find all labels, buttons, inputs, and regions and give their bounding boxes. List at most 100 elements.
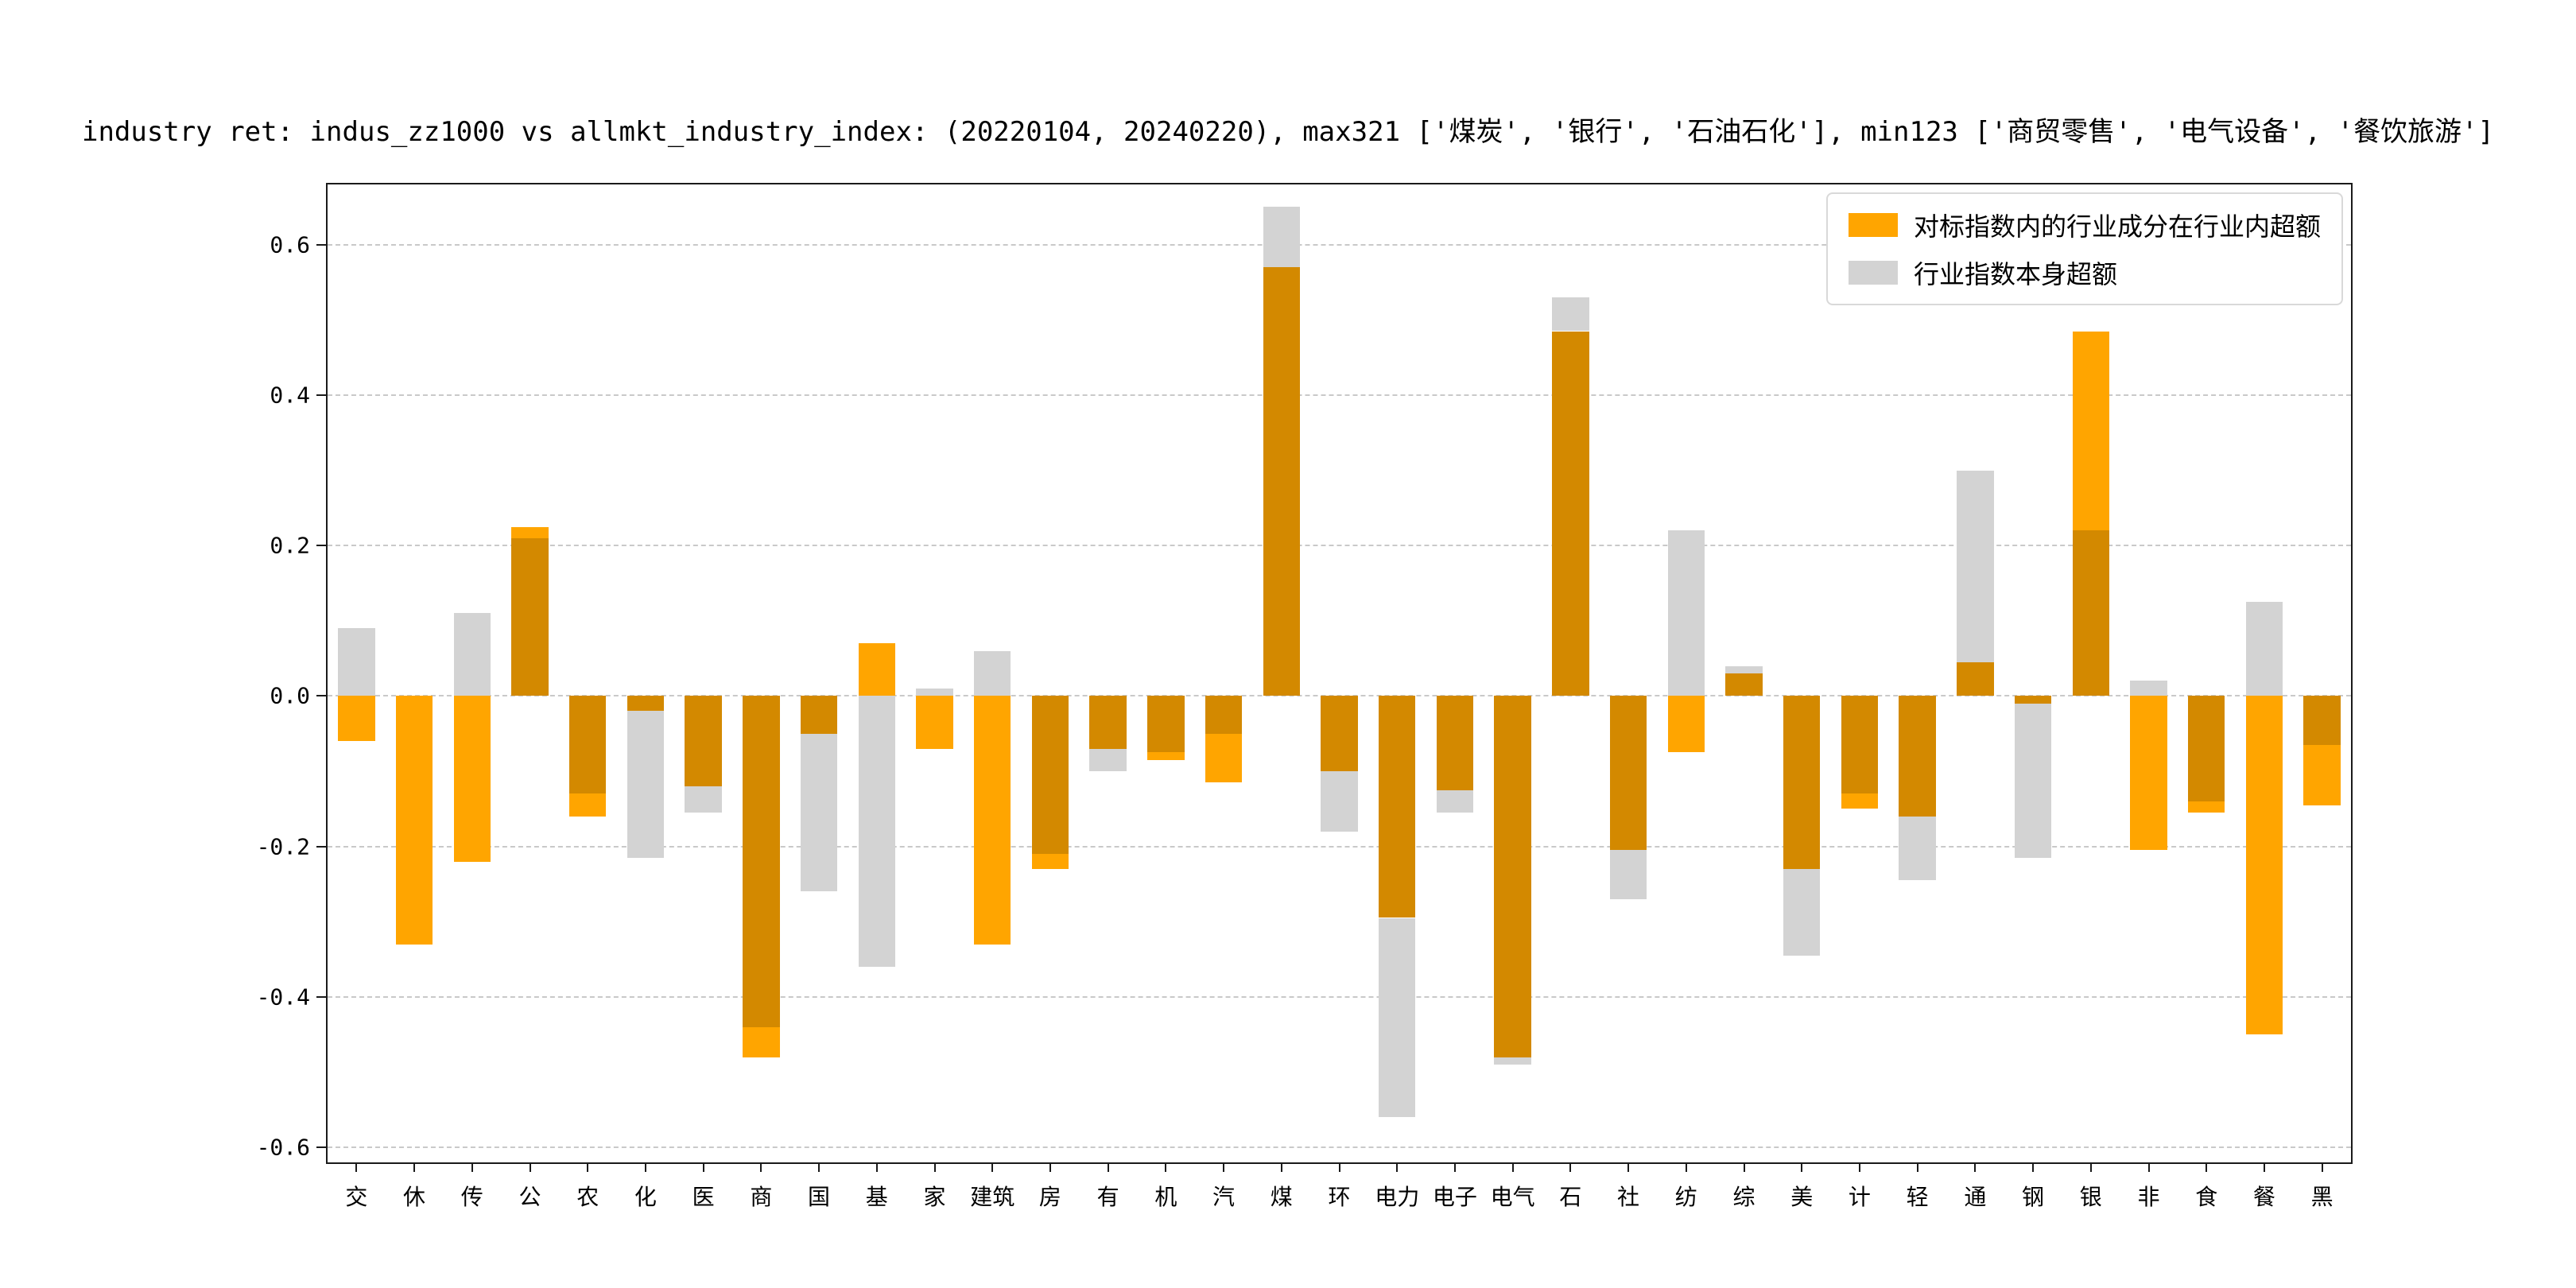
x-tick-label: 非: [2137, 1184, 2160, 1210]
legend-label-components-excess: 对标指数内的行业成分在行业内超额: [1913, 211, 2321, 242]
bar-orange: [2303, 744, 2341, 805]
x-tick-label: 电力: [1375, 1184, 1420, 1210]
gridline: [328, 545, 2351, 547]
x-tick-label: 基: [865, 1184, 888, 1210]
bar-overlap: [1378, 696, 1416, 918]
bar-overlap: [1147, 696, 1185, 753]
bar-orange: [2072, 331, 2110, 531]
x-tick-label: 通: [1964, 1184, 1987, 1210]
bar-gray: [1321, 771, 1358, 832]
y-tick-label: 0.4: [270, 382, 310, 409]
x-tick-label: 商: [750, 1184, 773, 1210]
y-tick-label: -0.4: [256, 983, 310, 1011]
x-tick-mark: [471, 1162, 473, 1172]
bar-overlap: [2014, 696, 2052, 704]
bar-gray: [858, 696, 896, 967]
x-tick-label: 化: [634, 1184, 657, 1210]
plot-area: 对标指数内的行业成分在行业内超额 行业指数本身超额 -0.6 -0.4 -0.2 0.…: [257, 183, 2353, 1210]
x-tick-label: 交: [345, 1184, 368, 1210]
bar-gray: [1494, 1057, 1531, 1065]
x-tick-mark: [875, 1162, 878, 1172]
bar-overlap: [2072, 530, 2110, 696]
x-tick-mark: [1916, 1162, 1918, 1172]
x-tick-label: 轻: [1906, 1184, 1929, 1210]
bar-gray: [1783, 869, 1821, 956]
bar-orange: [511, 526, 549, 538]
x-tick-mark: [1569, 1162, 1572, 1172]
x-tick-mark: [1396, 1162, 1399, 1172]
bar-gray: [2014, 703, 2052, 858]
bar-orange: [395, 696, 433, 945]
y-tick-mark: [316, 1146, 328, 1149]
x-tick-label: 建筑: [970, 1184, 1015, 1210]
x-tick-label: 家: [923, 1184, 946, 1210]
bar-gray: [1436, 789, 1474, 813]
legend-item-components-excess: 对标指数内的行业成分在行业内超额: [1848, 207, 2321, 243]
x-tick-mark: [702, 1162, 704, 1172]
bar-gray: [1725, 665, 1763, 673]
x-tick-mark: [2032, 1162, 2035, 1172]
gridline: [328, 1146, 2351, 1149]
legend-swatch-gray: [1848, 261, 1898, 285]
y-tick-label: -0.2: [256, 833, 310, 860]
bar-gray: [1552, 297, 1589, 332]
x-tick-label: 农: [576, 1184, 599, 1210]
bar-orange: [916, 696, 953, 749]
x-tick-mark: [1743, 1162, 1745, 1172]
x-tick-mark: [355, 1162, 358, 1172]
x-tick-label: 国: [808, 1184, 831, 1210]
x-tick-mark: [1627, 1162, 1630, 1172]
bar-overlap: [1725, 673, 1763, 696]
x-tick-mark: [1338, 1162, 1340, 1172]
x-tick-mark: [1280, 1162, 1282, 1172]
x-tick-label: 机: [1154, 1184, 1177, 1210]
x-tick-label: 社: [1617, 1184, 1640, 1210]
bar-gray: [1378, 918, 1416, 1118]
legend-item-index-excess: 行业指数本身超额: [1848, 254, 2321, 291]
bar-overlap: [568, 696, 607, 794]
x-tick-mark: [2147, 1162, 2150, 1172]
bar-gray: [2245, 602, 2283, 696]
x-tick-mark: [413, 1162, 416, 1172]
bar-overlap: [2303, 696, 2341, 745]
y-tick-mark: [316, 243, 328, 246]
x-tick-mark: [818, 1162, 821, 1172]
x-tick-label: 电气: [1490, 1184, 1535, 1210]
bar-orange: [453, 696, 491, 862]
x-tick-mark: [2263, 1162, 2265, 1172]
bar-gray: [338, 628, 375, 696]
bar-orange: [1667, 696, 1705, 753]
x-tick-mark: [2089, 1162, 2092, 1172]
x-tick-mark: [1223, 1162, 1225, 1172]
x-tick-label: 公: [518, 1184, 541, 1210]
x-tick-mark: [1858, 1162, 1860, 1172]
y-tick-label: 0.0: [270, 682, 310, 709]
bar-overlap: [1957, 661, 1994, 696]
bar-overlap: [1609, 696, 1647, 851]
bar-gray: [453, 613, 491, 696]
x-tick-mark: [760, 1162, 762, 1172]
x-tick-label: 环: [1328, 1184, 1351, 1210]
y-tick-mark: [316, 545, 328, 547]
bar-gray: [1089, 748, 1127, 771]
x-tick-label: 有: [1096, 1184, 1119, 1210]
bar-orange: [568, 793, 607, 817]
bar-orange: [1031, 854, 1069, 869]
x-tick-mark: [1107, 1162, 1109, 1172]
y-tick-label: 0.2: [270, 532, 310, 559]
bar-overlap: [1436, 696, 1474, 790]
bar-orange: [338, 696, 375, 742]
bar-orange: [2245, 696, 2283, 1035]
bar-gray: [973, 650, 1011, 696]
bar-overlap: [685, 696, 722, 786]
x-tick-label: 食: [2195, 1184, 2218, 1210]
x-tick-label: 汽: [1212, 1184, 1236, 1210]
bar-overlap: [800, 696, 838, 734]
x-tick-label: 美: [1790, 1184, 1814, 1210]
x-tick-label: 综: [1732, 1184, 1755, 1210]
bar-gray: [685, 786, 722, 813]
x-tick-mark: [2206, 1162, 2208, 1172]
x-tick-mark: [529, 1162, 531, 1172]
x-tick-label: 银: [2079, 1184, 2102, 1210]
